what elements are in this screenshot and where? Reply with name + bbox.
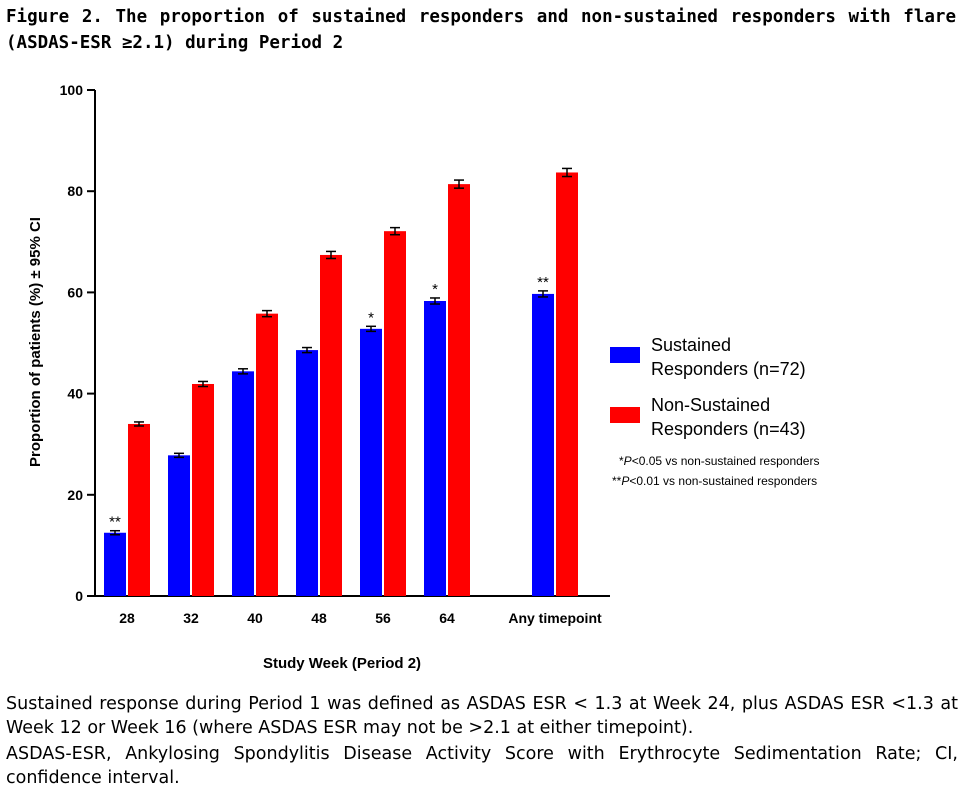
error-bar bbox=[198, 380, 208, 388]
significance-marker: ** bbox=[537, 274, 549, 291]
bar-chart: 0 20 40 60 80 100 Proportion of patients (%) ±… bbox=[27, 82, 819, 672]
bar-non-sustained bbox=[320, 254, 342, 596]
chart-bars bbox=[104, 167, 578, 596]
y-tick-label: 80 bbox=[67, 183, 83, 199]
y-tick-label: 60 bbox=[67, 284, 83, 300]
error-bar bbox=[238, 368, 248, 375]
chart-labels: 0 20 40 60 80 100 Proportion of patients (%) ±… bbox=[27, 82, 602, 672]
legend-swatch bbox=[610, 407, 640, 423]
error-bar bbox=[326, 250, 336, 260]
significance-marker: ** bbox=[109, 514, 121, 531]
y-tick-label: 100 bbox=[60, 82, 84, 98]
y-tick-label: 0 bbox=[75, 588, 83, 604]
error-bar bbox=[430, 297, 440, 305]
x-tick-label: 48 bbox=[311, 610, 327, 626]
error-bar bbox=[110, 529, 120, 536]
bar-sustained bbox=[232, 371, 254, 596]
legend-label: Responders (n=72) bbox=[651, 359, 806, 379]
y-tick-label: 40 bbox=[67, 386, 83, 402]
figure-title: Figure 2. The proportion of sustained re… bbox=[6, 7, 956, 53]
bar-non-sustained bbox=[256, 313, 278, 596]
caption-abbreviations: ASDAS-ESR, Ankylosing Spondylitis Diseas… bbox=[6, 744, 958, 788]
error-bar bbox=[538, 290, 548, 298]
error-bar bbox=[562, 167, 572, 178]
significance-footnote: *P<0.05 vs non-sustained responders bbox=[619, 454, 819, 468]
chart-legend: Sustained Responders (n=72) Non-Sustained R… bbox=[610, 335, 819, 488]
bar-sustained bbox=[168, 455, 190, 596]
y-tick-label: 20 bbox=[67, 487, 83, 503]
bar-non-sustained bbox=[384, 231, 406, 596]
x-tick-label: 64 bbox=[439, 610, 455, 626]
error-bar bbox=[366, 325, 376, 333]
bar-sustained bbox=[296, 350, 318, 596]
bar-non-sustained bbox=[448, 184, 470, 596]
bar-sustained bbox=[360, 328, 382, 596]
legend-label: Responders (n=43) bbox=[651, 419, 806, 439]
x-tick-label: 32 bbox=[183, 610, 199, 626]
bar-sustained bbox=[424, 301, 446, 596]
bar-sustained bbox=[532, 293, 554, 596]
legend-label: Non-Sustained bbox=[651, 395, 770, 415]
x-axis-title: Study Week (Period 2) bbox=[263, 655, 421, 672]
legend-swatch bbox=[610, 347, 640, 363]
x-tick-label: 28 bbox=[119, 610, 135, 626]
chart-axes bbox=[87, 89, 610, 597]
significance-footnote: **P<0.01 vs non-sustained responders bbox=[612, 474, 817, 488]
legend-label: Sustained bbox=[651, 335, 731, 355]
x-tick-label: 40 bbox=[247, 610, 263, 626]
bar-non-sustained bbox=[128, 423, 150, 596]
x-tick-label: Any timepoint bbox=[508, 610, 602, 626]
bar-non-sustained bbox=[192, 383, 214, 596]
y-axis-title: Proportion of patients (%) ± 95% CI bbox=[27, 217, 44, 467]
error-bar bbox=[390, 226, 400, 236]
caption-definition: Sustained response during Period 1 was d… bbox=[6, 694, 958, 738]
error-bar bbox=[302, 346, 312, 354]
significance-marker: * bbox=[368, 309, 374, 326]
significance-marker: * bbox=[432, 281, 438, 298]
error-bar bbox=[262, 309, 272, 318]
bar-sustained bbox=[104, 532, 126, 596]
error-bar bbox=[454, 179, 464, 189]
error-bar bbox=[174, 452, 184, 459]
bar-non-sustained bbox=[556, 172, 578, 596]
x-tick-label: 56 bbox=[375, 610, 391, 626]
error-bar bbox=[134, 421, 144, 427]
